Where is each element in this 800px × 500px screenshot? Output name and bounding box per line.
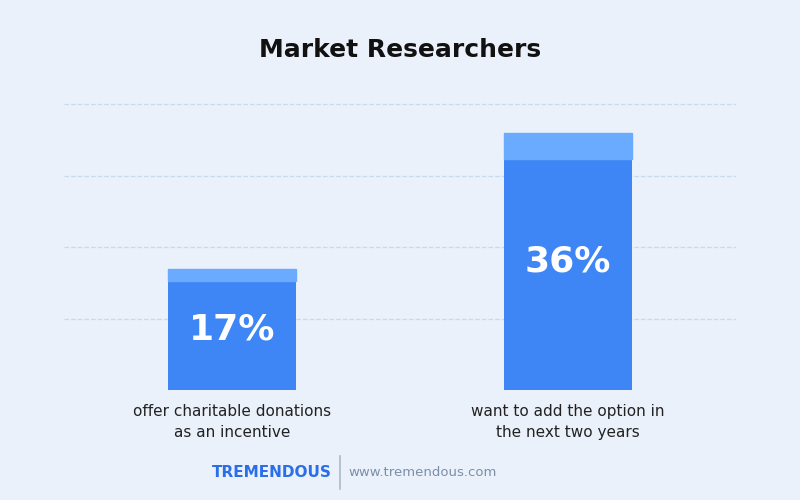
Bar [168,268,296,390]
Text: 17%: 17% [189,312,275,346]
Text: 36%: 36% [525,244,611,278]
Bar [504,133,632,390]
Bar [504,133,632,158]
Text: TREMENDOUS: TREMENDOUS [212,465,332,480]
Bar [168,268,296,280]
Text: Market Researchers: Market Researchers [259,38,541,62]
Text: www.tremendous.com: www.tremendous.com [348,466,496,479]
